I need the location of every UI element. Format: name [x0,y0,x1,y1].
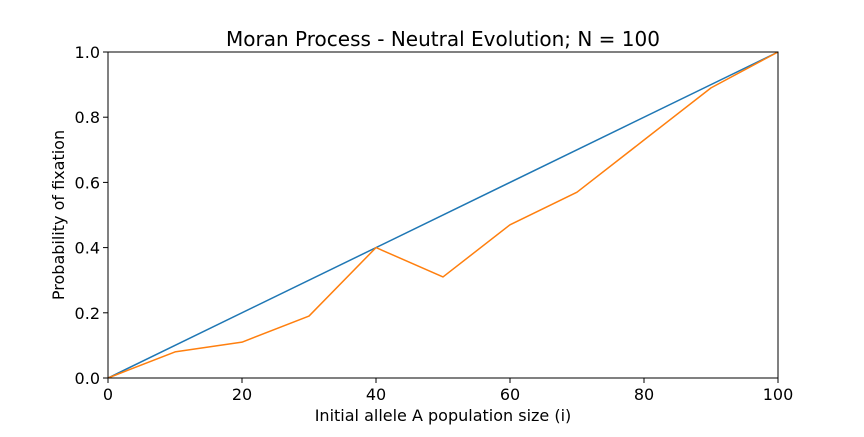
y-tick-label: 0.4 [75,239,100,258]
y-axis-label: Probability of fixation [49,130,68,300]
y-tick-label: 1.0 [75,43,100,62]
chart-title: Moran Process - Neutral Evolution; N = 1… [226,27,660,51]
series-line-1 [107,51,779,379]
x-tick-label: 60 [500,385,520,404]
y-tick-label: 0.2 [75,304,100,323]
plot-frame [107,51,779,379]
y-tick-label: 0.6 [75,173,100,192]
x-tick-label: 80 [634,385,654,404]
y-tick-label: 0.8 [75,108,100,127]
plot-lines [107,51,779,379]
series-line-2 [107,51,779,379]
x-tick-label: 20 [232,385,252,404]
y-tick-label: 0.0 [75,369,100,388]
x-ticks: 0 20 40 60 80 100 [103,378,793,404]
x-tick-label: 40 [366,385,386,404]
x-axis-label: Initial allele A population size (i) [315,406,572,425]
x-tick-label: 0 [103,385,113,404]
x-tick-label: 100 [763,385,794,404]
y-ticks: 0.0 0.2 0.4 0.6 0.8 1.0 [75,43,108,388]
